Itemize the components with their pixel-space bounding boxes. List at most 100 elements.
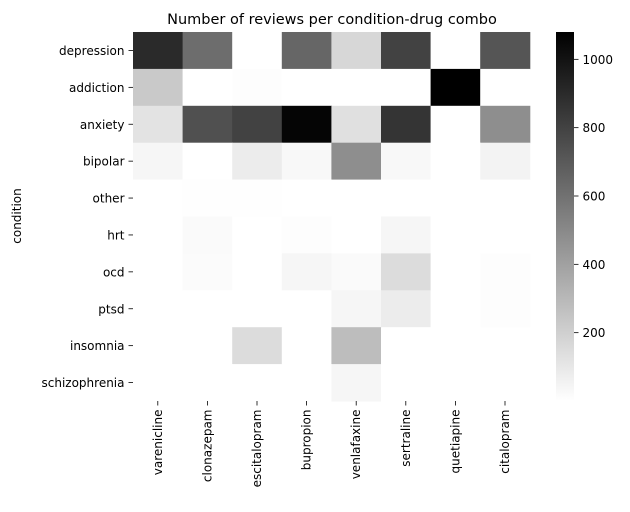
heatmap-cell-bipolar-venlafaxine xyxy=(331,142,382,181)
colorbar-tick-1000: 1000 xyxy=(583,53,614,67)
heatmap-cell-depression-sertraline xyxy=(381,32,432,70)
heatmap-cell-ocd-quetiapine xyxy=(430,253,481,291)
heatmap-cell-anxiety-bupropion xyxy=(281,105,332,144)
heatmap-cell-anxiety-citalopram xyxy=(480,105,531,144)
heatmap-cell-schizophrenia-varenicline xyxy=(133,364,184,402)
heatmap-cell-depression-bupropion xyxy=(281,32,332,70)
row-label-ptsd: ptsd xyxy=(98,302,124,316)
heatmap-cell-ocd-clonazepam xyxy=(182,253,233,291)
heatmap-cell-other-quetiapine xyxy=(430,179,481,217)
heatmap-cell-bipolar-clonazepam xyxy=(182,142,233,181)
heatmap-cell-insomnia-quetiapine xyxy=(430,327,481,365)
heatmap-cell-addiction-varenicline xyxy=(133,68,184,107)
heatmap-cell-insomnia-varenicline xyxy=(133,327,184,365)
heatmap-cell-bipolar-quetiapine xyxy=(430,142,481,181)
row-label-other: other xyxy=(93,192,125,206)
heatmap-cell-insomnia-venlafaxine xyxy=(331,327,382,365)
colorbar: 200 400 600 800 1000 xyxy=(556,32,613,401)
heatmap-cell-schizophrenia-quetiapine xyxy=(430,364,481,402)
heatmap-cell-ocd-bupropion xyxy=(281,253,332,291)
heatmap-cell-ptsd-citalopram xyxy=(480,290,531,328)
colorbar-gradient xyxy=(556,32,574,401)
heatmap-cell-other-bupropion xyxy=(281,179,332,217)
heatmap-cell-insomnia-sertraline xyxy=(381,327,432,365)
heatmap-cell-other-sertraline xyxy=(381,179,432,217)
heatmap-cell-ptsd-escitalopram xyxy=(232,290,283,328)
heatmap-cell-bipolar-sertraline xyxy=(381,142,432,181)
heatmap-cell-ocd-sertraline xyxy=(381,253,432,291)
heatmap-cell-ocd-venlafaxine xyxy=(331,253,382,291)
row-label-bipolar: bipolar xyxy=(83,155,125,169)
column-label-bupropion: bupropion xyxy=(300,410,314,471)
heatmap-cell-hrt-quetiapine xyxy=(430,216,481,254)
heatmap-cell-bipolar-citalopram xyxy=(480,142,531,181)
heatmap-cell-ocd-escitalopram xyxy=(232,253,283,291)
column-label-quetiapine: quetiapine xyxy=(448,410,462,474)
heatmap-cell-depression-clonazepam xyxy=(182,32,233,70)
heatmap-cell-schizophrenia-escitalopram xyxy=(232,364,283,402)
heatmap-cell-bipolar-varenicline xyxy=(133,142,184,181)
row-label-schizophrenia: schizophrenia xyxy=(42,376,125,390)
y-axis-label: condition xyxy=(10,188,24,243)
heatmap-cell-addiction-venlafaxine xyxy=(331,68,382,107)
heatmap-cell-depression-venlafaxine xyxy=(331,32,382,70)
heatmap-cell-schizophrenia-bupropion xyxy=(281,364,332,402)
heatmap-cell-anxiety-venlafaxine xyxy=(331,105,382,144)
heatmap-cell-schizophrenia-clonazepam xyxy=(182,364,233,402)
heatmap-cell-insomnia-escitalopram xyxy=(232,327,283,365)
heatmap-cell-bipolar-escitalopram xyxy=(232,142,283,181)
heatmap-cell-insomnia-citalopram xyxy=(480,327,531,365)
row-tick-labels: depression addiction anxiety bipolar other hr… xyxy=(42,44,133,390)
row-label-hrt: hrt xyxy=(107,228,125,242)
heatmap-cell-anxiety-sertraline xyxy=(381,105,432,144)
heatmap-cell-addiction-quetiapine xyxy=(430,68,481,107)
row-label-depression: depression xyxy=(59,44,124,58)
heatmap-cell-bipolar-bupropion xyxy=(281,142,332,181)
heatmap-cell-hrt-bupropion xyxy=(281,216,332,254)
colorbar-tick-200: 200 xyxy=(583,326,606,340)
heatmap-cell-ptsd-bupropion xyxy=(281,290,332,328)
heatmap-cell-ptsd-clonazepam xyxy=(182,290,233,328)
heatmap-cell-depression-quetiapine xyxy=(430,32,481,70)
heatmap-cell-depression-citalopram xyxy=(480,32,531,70)
heatmap-cell-anxiety-clonazepam xyxy=(182,105,233,144)
heatmap-cell-hrt-varenicline xyxy=(133,216,184,254)
heatmap-cell-ptsd-varenicline xyxy=(133,290,184,328)
heatmap-cell-other-escitalopram xyxy=(232,179,283,217)
heatmap-cell-other-clonazepam xyxy=(182,179,233,217)
heatmap-cell-depression-escitalopram xyxy=(232,32,283,70)
heatmap-cell-schizophrenia-citalopram xyxy=(480,364,531,402)
heatmap-cell-ocd-citalopram xyxy=(480,253,531,291)
heatmap-cell-other-varenicline xyxy=(133,179,184,217)
heatmap-cell-other-venlafaxine xyxy=(331,179,382,217)
column-label-clonazepam: clonazepam xyxy=(200,410,214,483)
heatmap-cell-hrt-venlafaxine xyxy=(331,216,382,254)
heatmap-cells xyxy=(133,32,531,402)
column-label-escitalopram: escitalopram xyxy=(250,410,264,488)
heatmap-cell-ptsd-sertraline xyxy=(381,290,432,328)
heatmap-cell-addiction-sertraline xyxy=(381,68,432,107)
heatmap-cell-hrt-clonazepam xyxy=(182,216,233,254)
heatmap-cell-other-citalopram xyxy=(480,179,531,217)
column-label-citalopram: citalopram xyxy=(498,410,512,474)
colorbar-tick-800: 800 xyxy=(583,121,606,135)
row-label-addiction: addiction xyxy=(69,81,125,95)
heatmap-cell-insomnia-bupropion xyxy=(281,327,332,365)
row-label-insomnia: insomnia xyxy=(70,339,125,353)
heatmap-cell-hrt-citalopram xyxy=(480,216,531,254)
column-tick-labels: varenicline clonazepam escitalopram bupropi… xyxy=(151,401,512,487)
heatmap-cell-ocd-varenicline xyxy=(133,253,184,291)
heatmap-cell-addiction-bupropion xyxy=(281,68,332,107)
heatmap-cell-addiction-clonazepam xyxy=(182,68,233,107)
heatmap-cell-insomnia-clonazepam xyxy=(182,327,233,365)
heatmap-cell-anxiety-quetiapine xyxy=(430,105,481,144)
colorbar-tick-600: 600 xyxy=(583,190,606,204)
column-label-varenicline: varenicline xyxy=(151,410,165,476)
row-label-ocd: ocd xyxy=(103,265,125,279)
heatmap-cell-ptsd-quetiapine xyxy=(430,290,481,328)
heatmap-cell-hrt-sertraline xyxy=(381,216,432,254)
heatmap-cell-hrt-escitalopram xyxy=(232,216,283,254)
heatmap-cell-schizophrenia-venlafaxine xyxy=(331,364,382,402)
heatmap-cell-anxiety-varenicline xyxy=(133,105,184,144)
